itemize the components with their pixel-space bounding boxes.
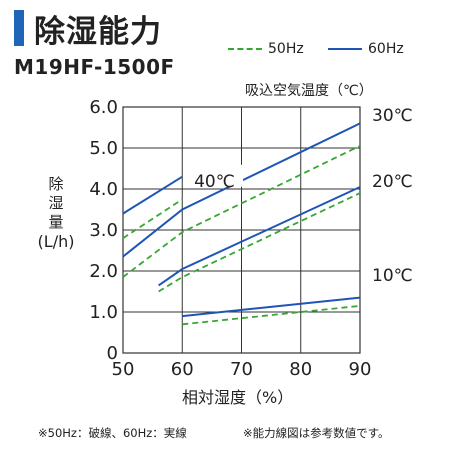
y-tick-label: 5.0	[89, 138, 118, 159]
y-tick-label: 3.0	[89, 220, 118, 241]
legend: 50Hz 60Hz	[228, 41, 443, 61]
title-accent-bar	[14, 10, 24, 46]
series-line-50hz	[158, 192, 361, 293]
series-line-60hz	[122, 175, 183, 215]
footer-note-reference: ※能力線図は参考数値です。	[243, 426, 390, 440]
x-tick-label: 90	[349, 359, 372, 380]
y-tick-label: 4.0	[89, 179, 118, 200]
y-axis-label-line: 除	[48, 175, 64, 193]
x-tick-label: 60	[171, 359, 194, 380]
legend-label-60hz: 60Hz	[368, 41, 404, 57]
temperature-label: 20℃	[372, 172, 413, 192]
y-tick-label: 6.0	[89, 97, 118, 118]
series-line-60hz	[122, 122, 361, 258]
y-axis-label-line: 湿	[48, 194, 64, 212]
model-number: M19HF-1500F	[14, 55, 175, 79]
footer-note-line-style: ※50Hz：破線、60Hz：実線	[38, 426, 187, 440]
y-axis-label-line: 量	[48, 213, 64, 231]
intake-temperature-label: 吸込空気温度（℃）	[245, 83, 373, 99]
legend-item-50hz: 50Hz	[228, 41, 304, 57]
x-tick-label: 70	[230, 359, 253, 380]
x-tick-label: 80	[289, 359, 312, 380]
legend-item-60hz: 60Hz	[328, 41, 404, 57]
y-axis-label: 除 湿 量 (L/h)	[36, 175, 76, 251]
x-axis-label: 相対湿度（%）	[182, 388, 294, 407]
series-line-50hz	[182, 305, 361, 326]
legend-label-50hz: 50Hz	[268, 41, 304, 57]
y-tick-label: 0	[107, 343, 118, 364]
chart-title: 除湿能力	[34, 14, 162, 50]
temperature-label: 10℃	[372, 266, 413, 286]
temperature-label: 30℃	[372, 106, 413, 126]
temperature-label: 40℃	[194, 172, 235, 192]
y-axis-unit: (L/h)	[37, 232, 75, 251]
x-tick-label: 50	[112, 359, 135, 380]
dashed-line-swatch	[228, 48, 262, 50]
series-line-50hz	[122, 198, 183, 239]
solid-line-swatch	[328, 48, 362, 50]
series-line-60hz	[158, 186, 361, 287]
series-line-60hz	[182, 296, 361, 318]
temperature-label-background	[191, 164, 244, 187]
y-tick-label: 2.0	[89, 261, 118, 282]
y-tick-label: 1.0	[89, 302, 118, 323]
series-line-50hz	[122, 145, 361, 278]
